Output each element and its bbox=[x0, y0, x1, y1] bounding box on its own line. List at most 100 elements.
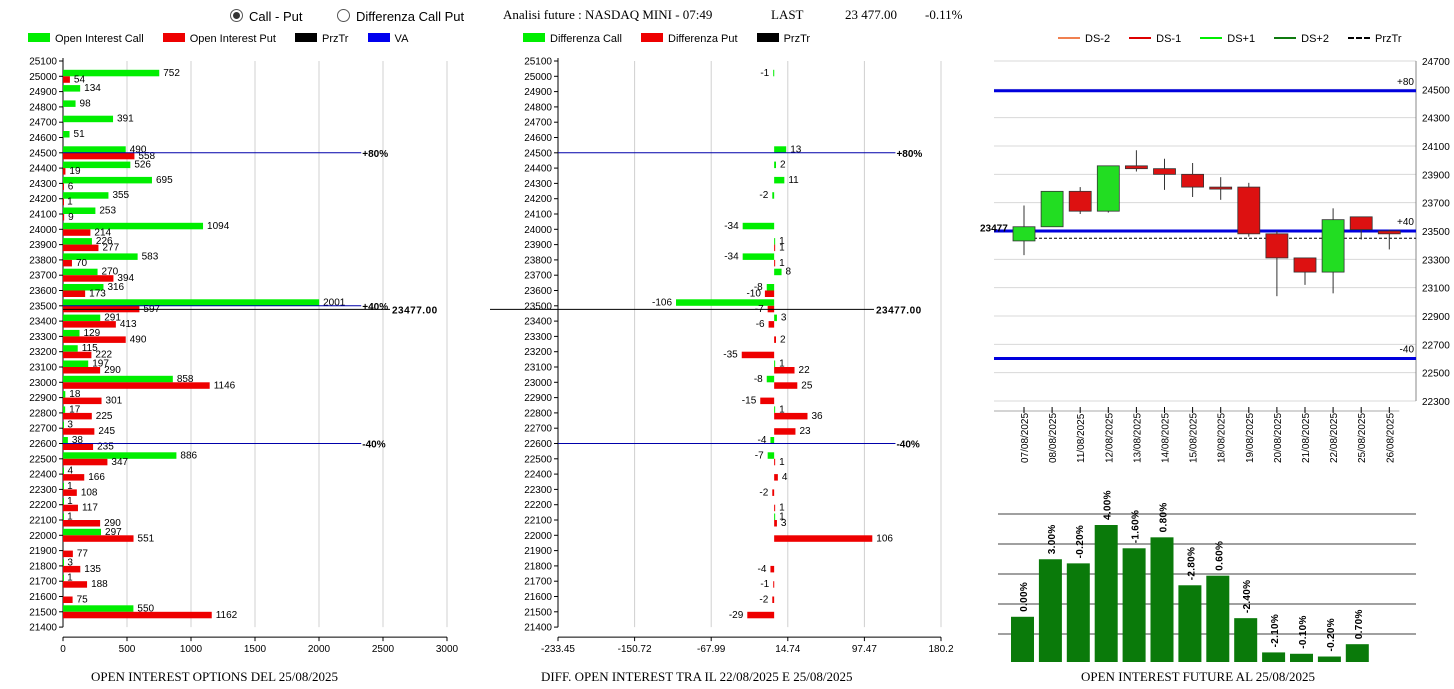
radio-differenza[interactable]: Differenza Call Put bbox=[337, 9, 464, 24]
bar-value-label: 188 bbox=[91, 579, 108, 590]
bar-value-label: 291 bbox=[104, 313, 121, 324]
legend-ds+1: DS+1 bbox=[1200, 33, 1255, 45]
y-tick-label: 24200 bbox=[29, 194, 57, 205]
y-tick-label: 24700 bbox=[29, 118, 57, 129]
y-tick-label: 25100 bbox=[524, 57, 552, 68]
put-bar bbox=[772, 489, 775, 496]
put-bar bbox=[774, 520, 777, 527]
y-tick-label: 22400 bbox=[29, 470, 57, 481]
call-bar bbox=[63, 299, 320, 306]
x-tick-label: -150.72 bbox=[618, 644, 652, 655]
bar-value-label: 1 bbox=[779, 359, 785, 370]
future-bar bbox=[1066, 563, 1090, 662]
future-bar-label: 0.60% bbox=[1214, 541, 1225, 571]
put-bar bbox=[774, 259, 776, 267]
candle-up bbox=[1321, 219, 1345, 273]
y-tick-label: 23300 bbox=[524, 332, 552, 343]
bar-value-label: 129 bbox=[84, 328, 101, 339]
put-bar bbox=[63, 214, 65, 221]
future-bar bbox=[1206, 575, 1230, 662]
radio-call-put[interactable]: Call - Put bbox=[230, 9, 302, 24]
bar-value-label: 1094 bbox=[207, 221, 230, 232]
bar-value-label: 3 bbox=[67, 420, 73, 431]
y-tick-label: 22100 bbox=[524, 516, 552, 527]
future-bar-label: 4.00% bbox=[1103, 490, 1114, 520]
y-tick-label: 25000 bbox=[29, 72, 57, 83]
future-bar bbox=[1290, 653, 1313, 662]
bar-value-label: 117 bbox=[82, 503, 98, 514]
y-tick-label: 22800 bbox=[29, 408, 57, 419]
candle-down bbox=[1181, 173, 1205, 188]
level-label: +80 bbox=[1397, 77, 1414, 88]
x-tick-label: 21/08/2025 bbox=[1301, 413, 1312, 463]
call-bar bbox=[63, 574, 64, 582]
candle-down bbox=[1293, 257, 1317, 273]
bar-value-label: 413 bbox=[120, 319, 137, 330]
future-bar-label: 3.00% bbox=[1047, 524, 1058, 554]
bar-value-label: -8 bbox=[754, 374, 763, 385]
call-bar bbox=[63, 345, 78, 352]
x-tick-label: -233.45 bbox=[541, 644, 575, 655]
bar-value-label: 490 bbox=[130, 334, 147, 345]
bar-value-label: 166 bbox=[88, 472, 105, 483]
put-bar bbox=[63, 412, 92, 420]
y-tick-label: 23400 bbox=[524, 317, 552, 328]
future-bar-label: -0.20% bbox=[1075, 525, 1086, 559]
x-tick-label: 08/08/2025 bbox=[1048, 413, 1059, 463]
bar-value-label: 18 bbox=[69, 389, 81, 400]
y-tick-label: 24100 bbox=[1422, 142, 1450, 153]
y-tick-label: 23300 bbox=[29, 332, 57, 343]
call-bar bbox=[774, 314, 777, 322]
price-label: 23477.00 bbox=[876, 305, 922, 316]
future-bar-label: 0.70% bbox=[1354, 609, 1365, 639]
radio-call-put-label: Call - Put bbox=[249, 9, 303, 24]
bar-value-label: 36 bbox=[811, 411, 823, 422]
x-tick-label: 26/08/2025 bbox=[1385, 413, 1396, 463]
level-label: -40 bbox=[1400, 345, 1415, 356]
future-bar-label: -1.60% bbox=[1131, 510, 1142, 543]
call-bar bbox=[774, 146, 787, 153]
y-tick-label: 23900 bbox=[29, 240, 57, 251]
call-bar bbox=[766, 284, 775, 291]
x-tick-label: 1000 bbox=[180, 644, 203, 655]
level-label: -40% bbox=[362, 440, 385, 451]
y-tick-label: 22300 bbox=[29, 485, 57, 496]
bar-value-label: 1 bbox=[67, 512, 73, 523]
call-bar bbox=[774, 406, 776, 413]
call-bar bbox=[676, 299, 775, 306]
page-title: Analisi future : NASDAQ MINI - 07:49 bbox=[503, 7, 713, 22]
put-bar bbox=[774, 458, 776, 466]
put-bar bbox=[63, 321, 116, 328]
put-bar bbox=[774, 504, 776, 512]
bar-value-label: 19 bbox=[69, 166, 81, 177]
y-tick-label: 24500 bbox=[29, 148, 57, 159]
caption-right: OPEN INTEREST FUTURE AL 25/08/2025 bbox=[1081, 669, 1316, 684]
y-tick-label: 22000 bbox=[29, 531, 57, 542]
future-bar bbox=[1150, 537, 1174, 662]
bar-value-label: 1162 bbox=[216, 610, 238, 621]
bar-value-label: 526 bbox=[134, 160, 151, 171]
bar-value-label: 75 bbox=[77, 595, 89, 606]
x-tick-label: 18/08/2025 bbox=[1217, 413, 1228, 463]
bar-value-label: 1 bbox=[67, 573, 73, 584]
radio-unselected-icon bbox=[337, 9, 350, 22]
call-bar bbox=[63, 421, 64, 429]
call-bar bbox=[63, 528, 102, 536]
candle-down bbox=[1265, 233, 1289, 259]
bar-value-label: -2 bbox=[759, 487, 768, 498]
candle-down bbox=[1153, 168, 1176, 175]
przTr-label: 23477 bbox=[980, 223, 1008, 234]
level-label: -40% bbox=[896, 440, 919, 451]
put-bar bbox=[63, 336, 126, 343]
y-tick-label: 23100 bbox=[524, 363, 552, 374]
legend-oi-put: Open Interest Put bbox=[162, 33, 276, 45]
bar-value-label: 108 bbox=[81, 487, 98, 498]
bar-value-label: -2 bbox=[759, 595, 768, 606]
bar-value-label: 2001 bbox=[323, 297, 346, 308]
future-bar bbox=[1038, 559, 1062, 662]
put-bar bbox=[63, 244, 99, 252]
bar-value-label: 13 bbox=[790, 144, 802, 155]
call-bar bbox=[63, 437, 68, 444]
y-tick-label: 23700 bbox=[29, 271, 57, 282]
bar-value-label: -4 bbox=[758, 435, 767, 446]
